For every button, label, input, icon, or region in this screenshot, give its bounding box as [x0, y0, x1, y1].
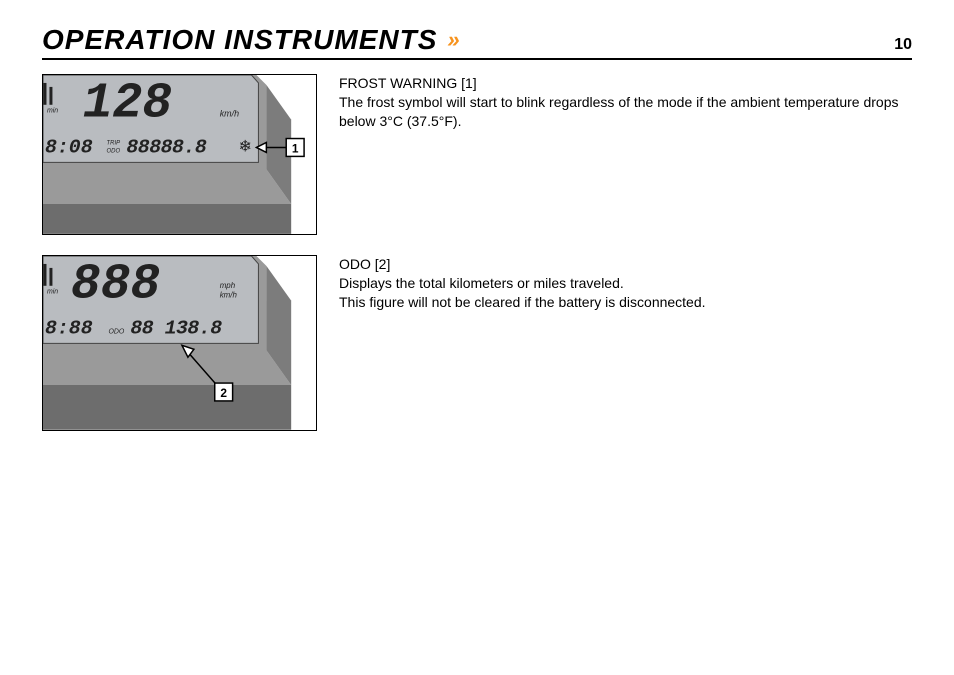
desc-body: Displays the total kilometers or miles t… [339, 275, 706, 310]
lcd-main-speed: 128 [83, 76, 172, 132]
section-frost-warning: 128 km/h min 8:08 TRIP ODO 88888.8 ❄ 1 F… [42, 74, 912, 235]
desc-heading: ODO [2] [339, 256, 390, 272]
page-number: 10 [894, 36, 912, 54]
lcd-clock: 8:08 [45, 135, 93, 158]
figure-odo: 888 mph km/h min 8:88 ODO 88 138.8 2 [42, 255, 317, 431]
lcd-min-label: min [47, 108, 58, 115]
bezel-front [43, 385, 291, 430]
description-odo: ODO [2] Displays the total kilometers or… [339, 255, 912, 431]
lcd-odo-value: 88 138.8 [130, 316, 222, 339]
lcd-main-speed: 888 [71, 257, 160, 313]
lcd-clock: 8:88 [45, 316, 93, 339]
callout-number: 1 [292, 141, 299, 155]
lcd-speed-unit-bot: km/h [220, 291, 238, 300]
figure-frost-warning: 128 km/h min 8:08 TRIP ODO 88888.8 ❄ 1 [42, 74, 317, 235]
bezel-front [43, 204, 291, 234]
lcd-trip-label-top: TRIP [107, 140, 121, 146]
lcd-min-label: min [47, 289, 58, 296]
page-header: OPERATION INSTRUMENTS » 10 [42, 24, 912, 60]
frost-icon: ❄ [239, 138, 252, 155]
lcd-trip-label-bot: ODO [107, 148, 121, 154]
description-frost-warning: FROST WARNING [1] The frost symbol will … [339, 74, 912, 235]
lcd-trip-value: 88888.8 [126, 135, 206, 158]
desc-body: The frost symbol will start to blink reg… [339, 94, 898, 129]
title-chevrons-icon: » [447, 27, 455, 53]
lcd-odo-label: ODO [109, 328, 125, 335]
lcd-speed-unit-top: mph [220, 281, 236, 290]
desc-heading: FROST WARNING [1] [339, 75, 477, 91]
page-title: OPERATION INSTRUMENTS [42, 24, 437, 56]
section-odo: 888 mph km/h min 8:88 ODO 88 138.8 2 ODO… [42, 255, 912, 431]
callout-number: 2 [220, 386, 227, 400]
lcd-speed-unit: km/h [220, 109, 239, 119]
